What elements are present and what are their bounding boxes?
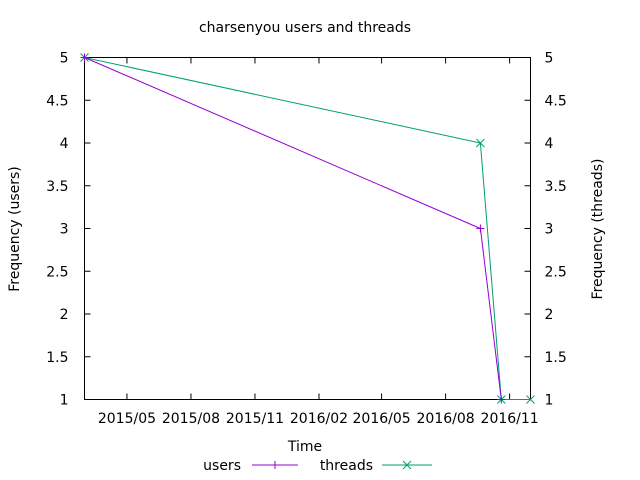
data-point-threads (526, 395, 535, 404)
legend: users threads (203, 458, 432, 474)
x-axis-label: Time (287, 439, 322, 455)
data-point-users (80, 53, 89, 62)
y-tick-label: 2.5 (46, 264, 68, 280)
plot-frame (84, 57, 531, 400)
x-tick-label: 2016/02 (290, 411, 348, 427)
legend-label-threads: threads (320, 458, 373, 474)
y2-tick-label: 2.5 (545, 264, 567, 280)
legend-marker-users (271, 461, 279, 469)
y2-tick-label: 2 (545, 307, 554, 323)
chart-title: charsenyou users and threads (199, 20, 411, 36)
series-line-users (84, 57, 502, 400)
y-tick-label: 3 (60, 222, 69, 238)
y-tick-label: 2 (60, 307, 69, 323)
y2-tick-label: 4 (545, 136, 554, 152)
x-tick-label: 2016/05 (353, 411, 411, 427)
x-tick-label: 2015/08 (162, 411, 220, 427)
x-tick-label: 2016/11 (481, 411, 539, 427)
y2-axis-label: Frequency (threads) (590, 159, 606, 300)
y2-tick-label: 5 (545, 51, 554, 67)
legend-label-users: users (203, 458, 241, 474)
y-tick-label: 5 (60, 51, 69, 67)
y-tick-label: 4.5 (46, 93, 68, 109)
x-tick-label: 2016/08 (417, 411, 475, 427)
x-tick-label: 2015/05 (98, 411, 156, 427)
y2-tick-label: 1.5 (545, 350, 567, 366)
series-line-threads (84, 57, 531, 400)
y-tick-label: 1 (60, 393, 69, 409)
y2-tick-label: 3 (545, 222, 554, 238)
data-point-users (476, 224, 485, 233)
y-tick-label: 1.5 (46, 350, 68, 366)
y2-tick-label: 1 (545, 393, 554, 409)
series-layer (80, 53, 535, 404)
data-point-users (497, 395, 506, 404)
axis-ticks: 1 1 1.5 1.5 2 2 2.5 2.5 3 3 3.5 3.5 4 4 4.5 4.5 5 5 2015/0… (46, 51, 567, 428)
y2-tick-label: 4.5 (545, 93, 567, 109)
y-tick-label: 3.5 (46, 179, 68, 195)
legend-marker-threads (402, 460, 412, 470)
y-tick-label: 4 (60, 136, 69, 152)
y-axis-label: Frequency (users) (7, 166, 23, 292)
y2-tick-label: 3.5 (545, 179, 567, 195)
x-tick-label: 2015/11 (226, 411, 284, 427)
data-point-threads (476, 138, 485, 148)
